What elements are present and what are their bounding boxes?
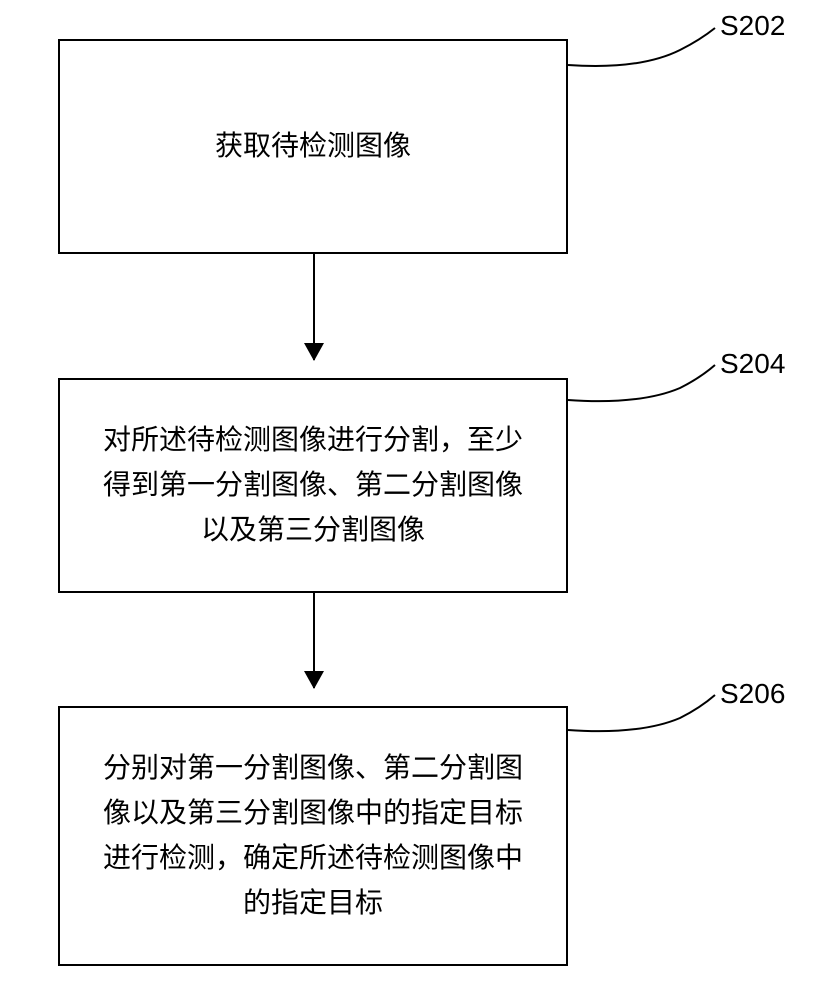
step-label-s202: S202 <box>720 10 785 42</box>
flow-step-s202-text: 获取待检测图像 <box>215 124 411 169</box>
flow-step-s204-text: 对所述待检测图像进行分割，至少得到第一分割图像、第二分割图像以及第三分割图像 <box>90 418 536 552</box>
flow-step-s204: 对所述待检测图像进行分割，至少得到第一分割图像、第二分割图像以及第三分割图像 <box>58 378 568 593</box>
flow-step-s206-text: 分别对第一分割图像、第二分割图像以及第三分割图像中的指定目标进行检测，确定所述待… <box>90 746 536 925</box>
arrow-s202-s204 <box>313 254 315 360</box>
step-label-s204: S204 <box>720 348 785 380</box>
flow-step-s206: 分别对第一分割图像、第二分割图像以及第三分割图像中的指定目标进行检测，确定所述待… <box>58 706 568 966</box>
flow-step-s202: 获取待检测图像 <box>58 39 568 254</box>
arrow-s204-s206 <box>313 593 315 688</box>
step-label-s206: S206 <box>720 678 785 710</box>
